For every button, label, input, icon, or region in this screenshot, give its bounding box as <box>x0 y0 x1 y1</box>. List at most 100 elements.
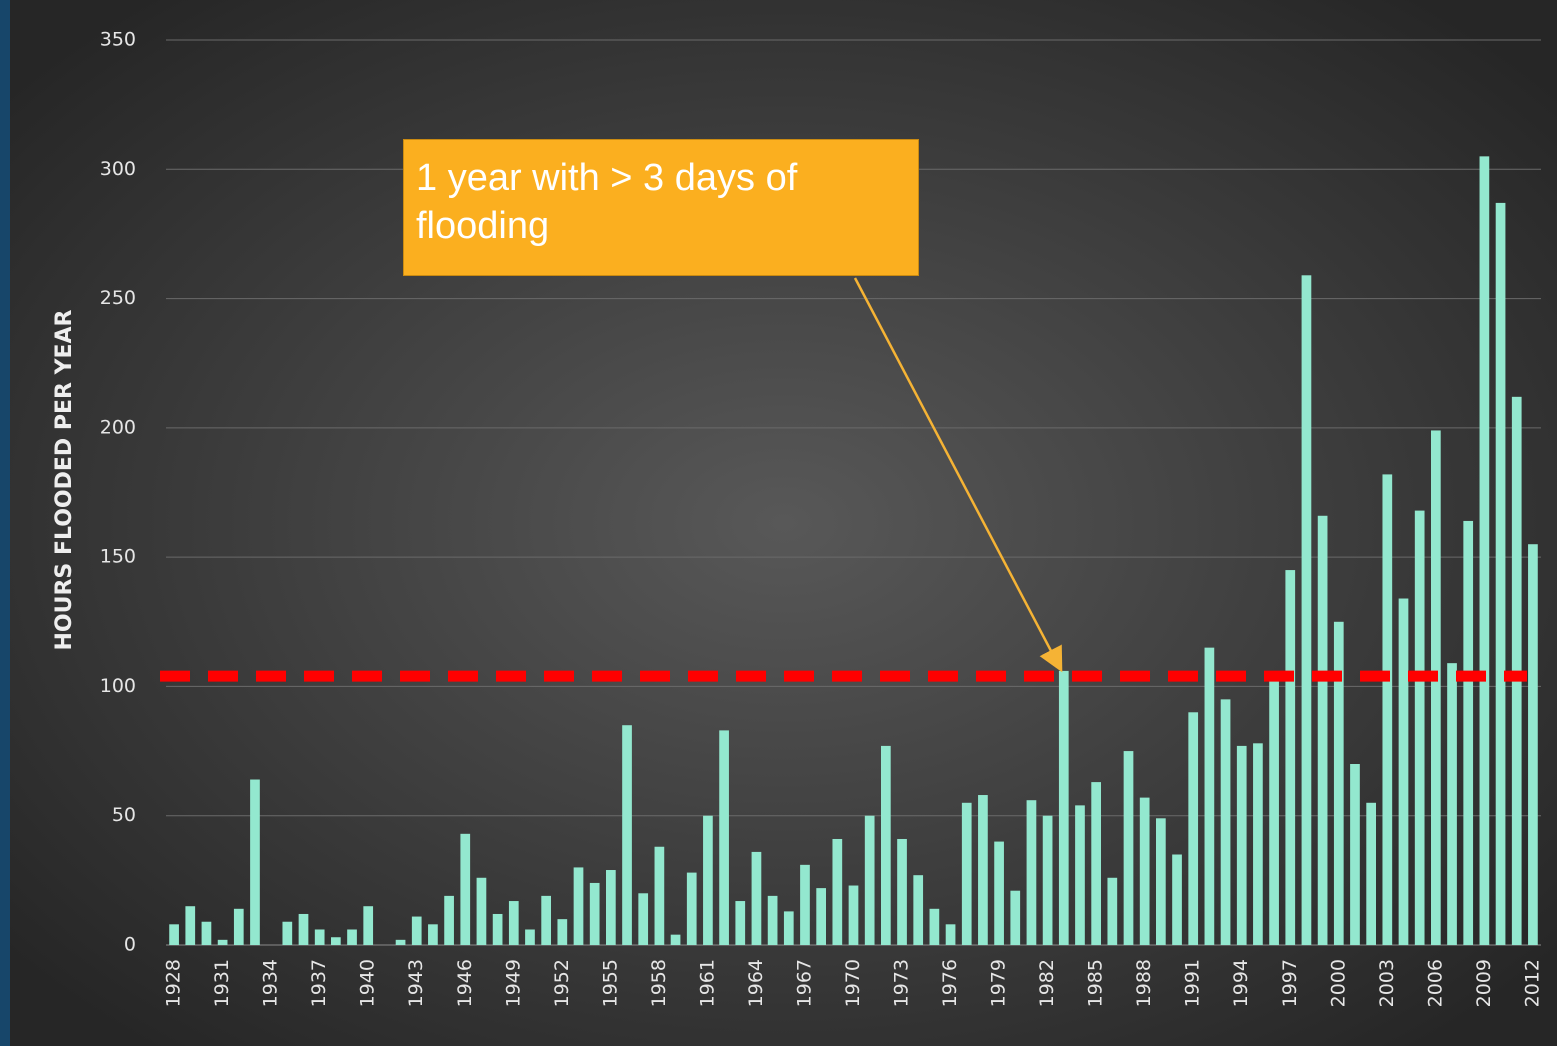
bar <box>1382 474 1393 945</box>
bar <box>1236 745 1247 945</box>
y-tick-label: 350 <box>100 29 136 51</box>
bar <box>411 916 422 945</box>
x-tick-label: 1967 <box>793 959 815 1007</box>
bar <box>525 929 535 945</box>
bar <box>347 929 357 945</box>
x-tick-label: 2003 <box>1376 959 1398 1007</box>
x-tick-label: 1988 <box>1133 959 1155 1007</box>
y-tick-label: 0 <box>124 934 136 956</box>
x-tick-label: 1931 <box>211 959 233 1007</box>
bar <box>1156 818 1166 945</box>
bar <box>1301 275 1312 945</box>
bar <box>1285 570 1296 945</box>
bar <box>573 867 584 945</box>
bar <box>201 921 212 945</box>
y-axis-label: HOURS FLOODED PER YEAR <box>52 309 77 650</box>
bar <box>1188 712 1199 945</box>
y-tick-label: 100 <box>100 675 136 697</box>
bar <box>557 919 568 945</box>
y-tick-label: 300 <box>100 158 136 180</box>
x-tick-label: 1970 <box>842 959 864 1007</box>
x-tick-label: 1955 <box>599 959 621 1007</box>
bar <box>800 864 810 945</box>
bar <box>978 795 988 945</box>
annotation-arrow <box>853 277 1063 673</box>
bar <box>282 921 293 945</box>
bar <box>395 939 406 945</box>
y-tick-label: 150 <box>100 546 136 568</box>
x-tick-label: 1991 <box>1182 959 1204 1007</box>
x-tick-label: 1928 <box>163 959 185 1007</box>
bar <box>1398 598 1409 945</box>
bar <box>897 838 907 945</box>
x-tick-label: 2000 <box>1327 959 1349 1007</box>
x-tick-label: 1952 <box>551 959 573 1007</box>
x-tick-label: 2006 <box>1424 959 1446 1007</box>
bar <box>363 906 374 945</box>
x-tick-label: 1940 <box>357 959 379 1007</box>
bar <box>1107 877 1118 945</box>
bar <box>945 924 956 945</box>
bar <box>848 885 859 945</box>
bar <box>476 877 487 945</box>
bar <box>654 846 665 945</box>
x-tick-label: 1976 <box>939 959 961 1007</box>
y-tick-label: 200 <box>100 416 136 438</box>
bar <box>913 875 924 945</box>
bar <box>1220 699 1231 945</box>
bar <box>1172 854 1182 945</box>
bar <box>1058 670 1069 945</box>
x-tick-label: 1934 <box>260 959 282 1007</box>
bar <box>1366 802 1376 945</box>
x-tick-label: 1964 <box>745 959 767 1007</box>
bar <box>703 815 713 945</box>
bar <box>1447 663 1457 945</box>
bar <box>670 934 681 945</box>
bar <box>233 908 244 945</box>
y-tick-label: 50 <box>112 804 136 826</box>
x-tick-label: 1982 <box>1036 959 1058 1007</box>
bar <box>1431 430 1441 945</box>
y-tick-label: 250 <box>100 287 136 309</box>
bar <box>508 901 519 945</box>
bar <box>185 906 196 945</box>
x-tick-label: 1973 <box>891 959 913 1007</box>
bar <box>428 924 438 945</box>
x-tick-label: 2009 <box>1473 959 1495 1007</box>
bar <box>1528 544 1538 945</box>
bar <box>961 802 972 945</box>
x-tick-label: 1994 <box>1230 959 1252 1007</box>
plot: 0 50 100 150 200 250 300 350 1928 1931 1934 1937 194… <box>100 29 1544 1008</box>
bar <box>783 911 794 945</box>
bar <box>314 929 325 945</box>
bar <box>1317 515 1328 945</box>
bar <box>589 882 600 945</box>
bar <box>832 838 843 945</box>
bar <box>816 888 826 945</box>
bar <box>541 895 551 945</box>
x-tick-label: 1979 <box>988 959 1010 1007</box>
bar <box>1204 647 1215 945</box>
bar <box>751 851 762 945</box>
bar <box>1495 202 1506 945</box>
bar <box>169 924 179 945</box>
bar <box>1269 678 1279 945</box>
x-tick-label: 1949 <box>502 959 524 1007</box>
bar <box>1463 520 1474 945</box>
bar <box>864 815 875 945</box>
bar <box>994 841 1004 945</box>
bar <box>1253 743 1263 945</box>
x-tick-label: 1958 <box>648 959 670 1007</box>
x-tick-label: 1997 <box>1279 959 1301 1007</box>
bar <box>1123 751 1134 945</box>
annotation: 1 year with > 3 days of flooding <box>403 139 919 276</box>
bar <box>331 937 341 945</box>
bar <box>298 913 309 945</box>
bar <box>735 901 746 945</box>
bar <box>1026 800 1037 945</box>
x-tick-label: 1946 <box>454 959 476 1007</box>
bar <box>1139 797 1150 945</box>
x-tick-label: 1985 <box>1085 959 1107 1007</box>
bar <box>1414 510 1425 945</box>
